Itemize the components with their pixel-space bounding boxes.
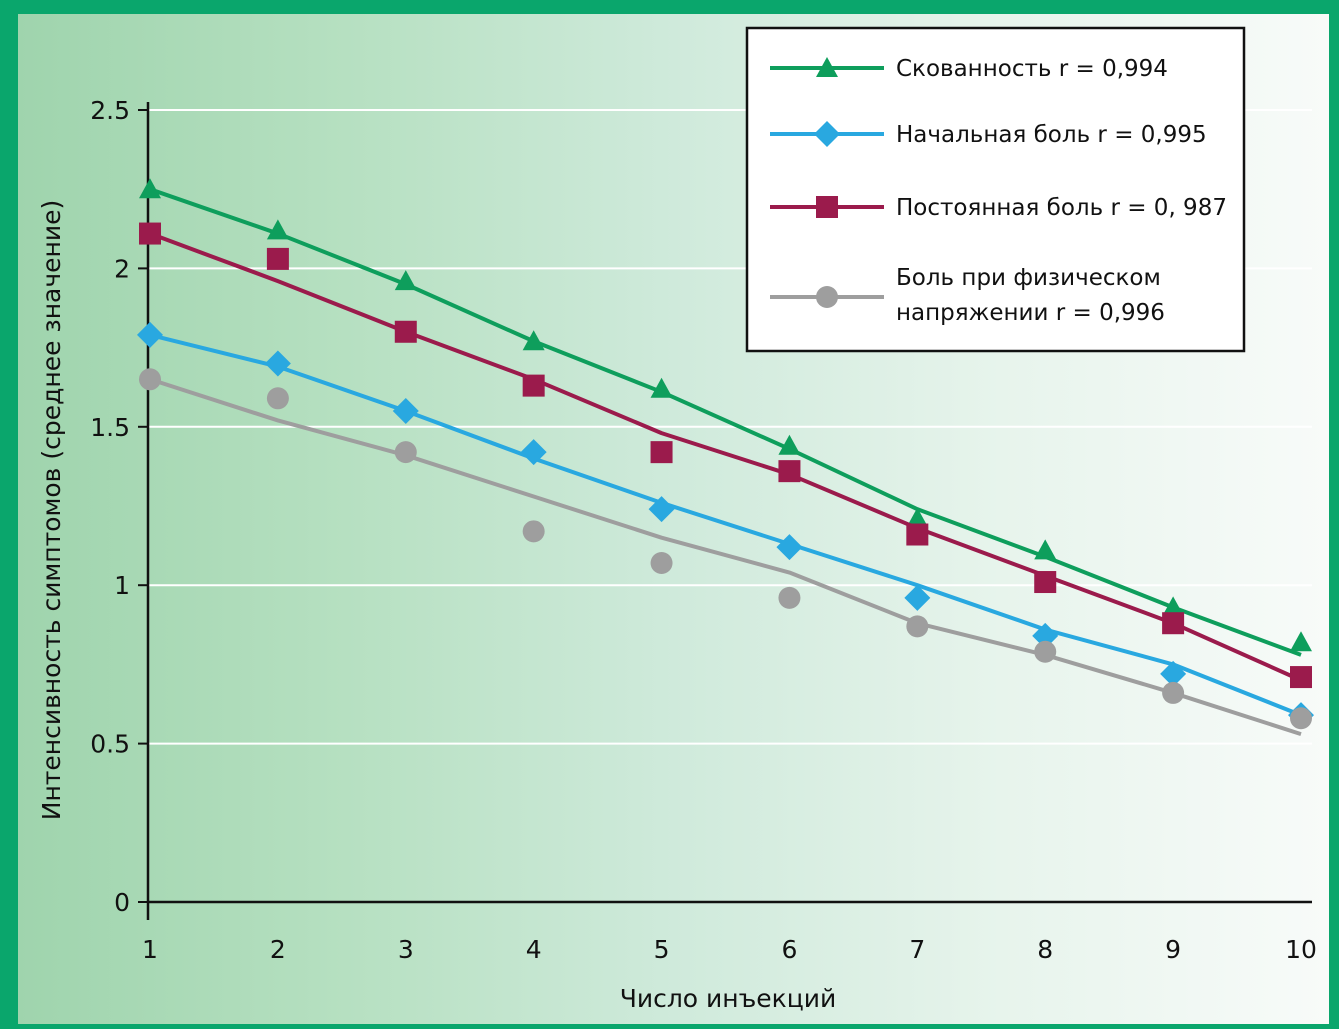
- series-0-point-8: [1162, 596, 1185, 617]
- x-tick-label-9: 10: [1285, 935, 1317, 964]
- series-2-point-8: [1162, 612, 1185, 635]
- series-1-point-8: [1160, 660, 1187, 687]
- series-1-line: [149, 332, 1302, 717]
- series-3-point-7: [1034, 640, 1057, 663]
- legend-marker-2: [816, 196, 838, 218]
- series-1-point-7: [1032, 622, 1059, 649]
- y-tick-label-4: 2: [114, 254, 130, 283]
- series-0-point-2: [394, 270, 417, 291]
- y-tick-label-2: 1: [114, 571, 130, 600]
- series-2-line: [149, 231, 1302, 683]
- series-2-point-1: [266, 247, 289, 270]
- series-3-point-1: [266, 387, 289, 410]
- x-tick-label-0: 1: [142, 935, 158, 964]
- legend-marker-3: [816, 286, 838, 308]
- series-0: [139, 178, 1312, 657]
- legend-label-1: Начальная боль r = 0,995: [896, 122, 1207, 148]
- series-2-point-5: [778, 460, 801, 483]
- series-2-point-9: [1290, 666, 1312, 689]
- series-0-point-3: [522, 330, 545, 351]
- series-3-point-3: [522, 520, 545, 543]
- series-3-point-6: [906, 615, 929, 638]
- series-1-point-6: [904, 584, 931, 611]
- axes: 0 0.5 1 1.5 2 2.5 1 2 3 4 5 6 7 8 9 10: [90, 96, 1317, 964]
- series-layer: [137, 178, 1314, 736]
- x-tick-label-4: 5: [654, 935, 670, 964]
- series-1-point-1: [264, 350, 291, 377]
- series-3-point-8: [1162, 681, 1185, 704]
- x-tick-label-3: 4: [526, 935, 542, 964]
- legend-label-3-line-1: напряжении r = 0,996: [896, 300, 1165, 326]
- legend-label-3-line-0: Боль при физическом: [896, 265, 1161, 291]
- y-tick-label-0: 0: [114, 888, 130, 917]
- legend-label-0: Скованность r = 0,994: [896, 56, 1168, 82]
- series-1-point-3: [520, 439, 547, 466]
- series-0-point-7: [1034, 539, 1057, 560]
- x-tick-label-8: 9: [1165, 935, 1181, 964]
- legend-marker-0: [816, 57, 838, 77]
- series-2-point-4: [650, 441, 673, 464]
- legend-label-2: Постоянная боль r = 0, 987: [896, 195, 1227, 221]
- series-2-point-7: [1034, 571, 1057, 594]
- x-tick-label-5: 6: [781, 935, 797, 964]
- series-3-point-9: [1290, 707, 1312, 730]
- gridlines: [148, 109, 1312, 745]
- series-3-point-2: [394, 441, 417, 464]
- series-0-point-4: [650, 377, 673, 398]
- series-0-point-9: [1290, 631, 1312, 652]
- series-1-point-0: [137, 321, 163, 348]
- y-tick-label-1: 0.5: [90, 730, 130, 759]
- series-2-point-6: [906, 523, 929, 546]
- y-tick-label-5: 2.5: [90, 96, 130, 125]
- series-3: [139, 368, 1312, 736]
- series-2-point-2: [394, 320, 417, 343]
- series-3-point-5: [778, 586, 801, 609]
- y-axis-title: Интенсивность симптомов (среднее значени…: [37, 200, 66, 821]
- series-2-point-0: [139, 222, 161, 245]
- x-tick-label-6: 7: [909, 935, 925, 964]
- legend-marker-1: [814, 121, 840, 147]
- series-1-point-4: [648, 496, 675, 523]
- series-1-point-2: [392, 397, 419, 424]
- series-0-point-1: [266, 219, 289, 240]
- x-tick-label-7: 8: [1037, 935, 1053, 964]
- series-2-point-3: [522, 374, 545, 397]
- series-2: [139, 222, 1312, 689]
- series-3-point-4: [650, 552, 673, 575]
- series-3-line: [149, 377, 1302, 736]
- series-3-point-0: [139, 368, 161, 391]
- series-0-line: [149, 187, 1302, 657]
- legend: Скованность r = 0,994 Начальная боль r = …: [745, 26, 1246, 353]
- x-tick-label-2: 3: [398, 935, 414, 964]
- series-1: [137, 321, 1314, 729]
- x-tick-label-1: 2: [270, 935, 286, 964]
- x-axis-title: Число инъекций: [620, 984, 837, 1013]
- y-tick-label-3: 1.5: [90, 413, 130, 442]
- series-1-point-5: [776, 534, 803, 561]
- series-0-point-0: [139, 178, 161, 199]
- series-0-point-6: [906, 507, 929, 528]
- series-0-point-5: [778, 434, 801, 455]
